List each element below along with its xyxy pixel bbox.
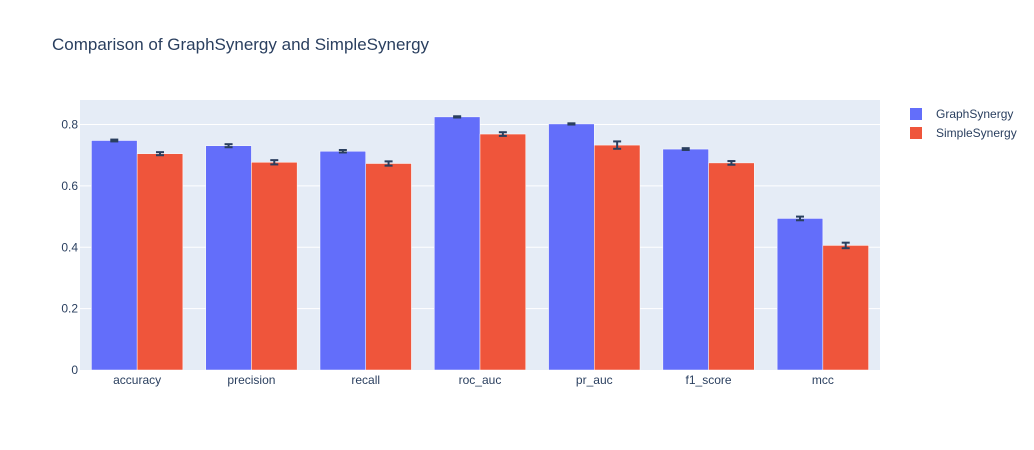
x-tick-label: mcc bbox=[812, 373, 834, 387]
x-tick-label: recall bbox=[351, 373, 380, 387]
y-tick-label: 0.6 bbox=[61, 179, 78, 193]
bar-simplesynergy-mcc[interactable] bbox=[822, 245, 869, 371]
error-bars bbox=[110, 115, 850, 250]
bar-graphsynergy-accuracy[interactable] bbox=[91, 140, 138, 371]
legend-label-simplesynergy[interactable]: SimpleSynergy bbox=[936, 126, 1017, 140]
chart-title: Comparison of GraphSynergy and SimpleSyn… bbox=[52, 35, 430, 54]
bar-simplesynergy-pr_auc[interactable] bbox=[594, 144, 641, 371]
x-axis-ticks: accuracy precision recall roc_auc pr_auc f1_s… bbox=[113, 373, 834, 387]
y-tick-label: 0.2 bbox=[61, 302, 78, 316]
x-tick-label: f1_score bbox=[686, 373, 732, 387]
bar-simplesynergy-recall[interactable] bbox=[365, 163, 412, 371]
bar-graphsynergy-roc_auc[interactable] bbox=[434, 116, 481, 371]
y-tick-label: 0.4 bbox=[61, 240, 78, 254]
x-tick-label: accuracy bbox=[113, 373, 161, 387]
bars bbox=[91, 116, 869, 371]
y-axis-ticks: 0 0.2 0.4 0.6 0.8 bbox=[61, 118, 78, 377]
x-tick-label: roc_auc bbox=[459, 373, 502, 387]
x-tick-label: pr_auc bbox=[576, 373, 613, 387]
bar-simplesynergy-roc_auc[interactable] bbox=[479, 133, 526, 371]
y-tick-label: 0 bbox=[71, 363, 78, 377]
bar-graphsynergy-recall[interactable] bbox=[319, 150, 366, 371]
bar-simplesynergy-f1_score[interactable] bbox=[708, 162, 755, 371]
bar-graphsynergy-f1_score[interactable] bbox=[662, 148, 709, 371]
y-tick-label: 0.8 bbox=[61, 118, 78, 132]
legend[interactable]: GraphSynergy SimpleSynergy bbox=[910, 107, 1017, 140]
bar-graphsynergy-precision[interactable] bbox=[205, 145, 252, 371]
x-tick-label: precision bbox=[227, 373, 275, 387]
legend-swatch-simplesynergy[interactable] bbox=[910, 127, 922, 139]
bar-simplesynergy-accuracy[interactable] bbox=[136, 153, 184, 371]
bar-graphsynergy-mcc[interactable] bbox=[776, 218, 824, 371]
legend-swatch-graphsynergy[interactable] bbox=[910, 108, 922, 120]
legend-label-graphsynergy[interactable]: GraphSynergy bbox=[936, 107, 1013, 121]
bar-simplesynergy-precision[interactable] bbox=[251, 162, 298, 371]
bar-graphsynergy-pr_auc[interactable] bbox=[548, 123, 595, 371]
